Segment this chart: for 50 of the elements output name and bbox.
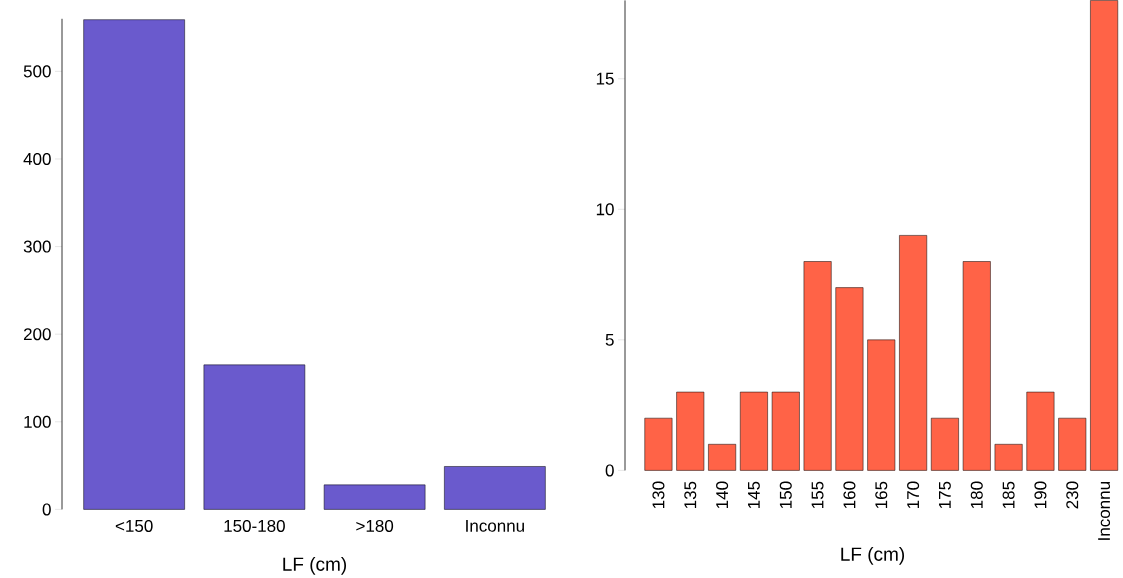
y-tick-label: 5 xyxy=(605,333,614,346)
bar xyxy=(83,19,185,510)
y-tick-label: 0 xyxy=(605,464,614,477)
x-tick-label: 190 xyxy=(1034,481,1047,509)
bar xyxy=(644,417,673,471)
y-tick-label: 500 xyxy=(23,65,51,78)
x-axis-title: LF (cm) xyxy=(283,556,347,575)
x-tick-label: 155 xyxy=(811,481,824,509)
x-tick-label: 150-180 xyxy=(224,519,285,532)
bar xyxy=(867,339,896,471)
x-tick-label: 165 xyxy=(875,481,888,509)
bar xyxy=(1058,417,1087,471)
x-tick-label: 130 xyxy=(652,481,665,509)
y-tick-label: 15 xyxy=(596,72,614,85)
y-tick-label: 200 xyxy=(23,328,51,341)
bar xyxy=(835,287,864,471)
y-tick-label: 0 xyxy=(42,503,51,516)
x-tick-label: Inconnu xyxy=(1098,482,1111,540)
bar xyxy=(1090,0,1119,471)
bar xyxy=(962,261,991,471)
x-tick-label: 230 xyxy=(1066,481,1079,509)
bar xyxy=(444,466,546,510)
x-tick-label: 145 xyxy=(748,481,760,509)
bar xyxy=(323,484,426,510)
y-tick-label: 300 xyxy=(23,240,51,253)
bar xyxy=(708,444,737,471)
y-tick-label: 100 xyxy=(24,415,51,428)
x-tick-label: 140 xyxy=(716,481,729,509)
x-tick-label: 175 xyxy=(939,481,951,509)
bar xyxy=(203,364,306,510)
bar xyxy=(930,417,959,471)
x-tick-label: 160 xyxy=(843,481,856,509)
x-tick-label: 135 xyxy=(684,481,697,509)
x-tick-label: >180 xyxy=(356,519,394,532)
x-axis-title: LF (cm) xyxy=(841,546,905,565)
bar xyxy=(1026,391,1055,471)
y-tick-label: 10 xyxy=(596,203,614,216)
bar xyxy=(899,235,928,471)
bar xyxy=(803,261,832,471)
bar xyxy=(994,444,1023,471)
x-tick-label: 185 xyxy=(1002,481,1015,509)
x-tick-label: 170 xyxy=(907,481,920,509)
bar xyxy=(771,391,800,471)
bar xyxy=(739,391,768,471)
x-tick-label: Inconnu xyxy=(466,519,524,532)
bar xyxy=(676,391,705,471)
x-tick-label: <150 xyxy=(115,519,153,532)
x-tick-label: 150 xyxy=(779,481,792,509)
y-tick-label: 400 xyxy=(23,152,51,166)
x-tick-label: 180 xyxy=(970,481,983,509)
